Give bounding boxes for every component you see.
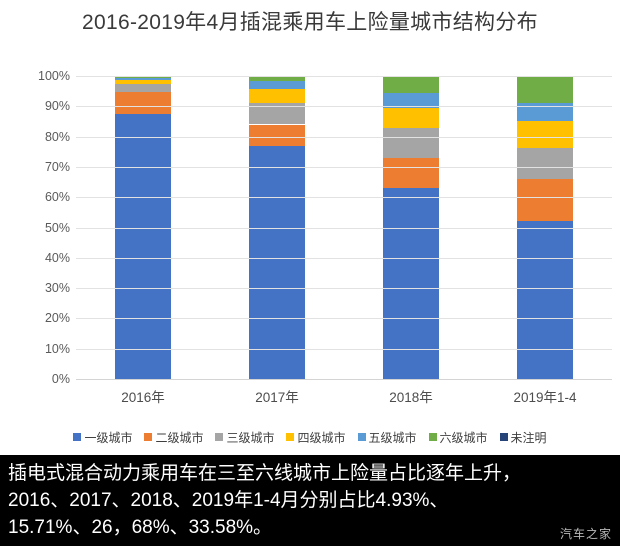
- gridline: [76, 166, 612, 168]
- y-axis-tick-label: 90%: [44, 99, 70, 114]
- axis-baseline: [76, 379, 612, 380]
- legend-swatch-icon: [144, 433, 153, 441]
- legend-label: 一级城市: [84, 430, 133, 445]
- y-axis-tick-label: 80%: [44, 129, 70, 144]
- legend-label: 四级城市: [297, 430, 346, 445]
- bar-segment[interactable]: [383, 128, 439, 158]
- gridline: [76, 136, 612, 138]
- y-axis-tick-label: 0%: [51, 372, 70, 386]
- caption-line: 2016、2017、2018、2019年1-4月分别占比4.93%、: [8, 490, 449, 511]
- bar-segment[interactable]: [517, 77, 573, 104]
- y-axis-tick-label: 60%: [44, 190, 70, 205]
- legend-label: 三级城市: [226, 430, 275, 445]
- bar-group[interactable]: [249, 76, 305, 379]
- bar-group[interactable]: [517, 76, 573, 379]
- y-axis-tick-label: 20%: [44, 311, 70, 326]
- bar-segment[interactable]: [115, 91, 171, 114]
- bar-segment[interactable]: [383, 188, 439, 379]
- bar-segment[interactable]: [249, 81, 305, 90]
- bar-segment[interactable]: [249, 124, 305, 146]
- x-axis-tick-label: 2016年: [121, 390, 165, 405]
- legend-item[interactable]: 三级城市: [215, 429, 274, 446]
- bar-segment[interactable]: [249, 102, 305, 125]
- gridline: [76, 76, 612, 77]
- caption-line: 15.71%、26，68%、33.58%。: [8, 517, 273, 538]
- bar-segment[interactable]: [383, 93, 439, 109]
- caption-line: 插电式混合动力乘用车在三至六线城市上险量占比逐年上升，: [8, 463, 522, 484]
- y-axis-tick-label: 70%: [44, 159, 70, 174]
- plot-area: [76, 76, 612, 380]
- y-axis-tick-label: 30%: [44, 281, 70, 296]
- bar-segment[interactable]: [249, 89, 305, 103]
- bar-segment[interactable]: [249, 145, 305, 379]
- legend-swatch-icon: [286, 433, 295, 441]
- chart-card: 2016-2019年4月插混乘用车上险量城市结构分布 100% 90% 80% 70%…: [0, 11, 620, 446]
- bar-segment[interactable]: [517, 221, 573, 379]
- gridline: [76, 197, 612, 199]
- bar-segment[interactable]: [383, 76, 439, 94]
- x-axis-tick-label: 2018年: [389, 390, 433, 405]
- bar-segment[interactable]: [517, 179, 573, 222]
- y-axis-tick-label: 10%: [44, 341, 70, 356]
- legend-item[interactable]: 二级城市: [144, 429, 203, 446]
- chart-title: 2016-2019年4月插混乘用车上险量城市结构分布: [82, 11, 538, 34]
- caption-banner: 插电式混合动力乘用车在三至六线城市上险量占比逐年上升， 2016、2017、20…: [0, 455, 620, 546]
- y-axis-tick-label: 100%: [38, 69, 70, 83]
- legend-item[interactable]: 四级城市: [286, 429, 346, 446]
- gridline: [76, 288, 612, 290]
- legend-item[interactable]: 六级城市: [428, 429, 488, 446]
- gridline: [76, 106, 612, 108]
- bar-group[interactable]: [383, 76, 439, 379]
- legend-swatch-icon: [499, 433, 508, 441]
- legend-swatch-icon: [215, 433, 224, 441]
- y-axis-tick-label: 40%: [44, 250, 70, 265]
- gridline: [76, 318, 612, 320]
- bar-segment[interactable]: [115, 77, 171, 80]
- bar-segment[interactable]: [383, 157, 439, 189]
- legend-item[interactable]: 一级城市: [73, 429, 132, 446]
- legend-swatch-icon: [428, 433, 437, 441]
- legend-item[interactable]: 五级城市: [357, 429, 417, 446]
- bar-series-container: [76, 76, 612, 379]
- bar-segment[interactable]: [115, 76, 171, 78]
- bar-segment[interactable]: [517, 103, 573, 122]
- y-axis-labels: 100% 90% 80% 70% 60% 50% 40% 30% 20% 10% 0%: [0, 69, 70, 386]
- legend-label: 六级城市: [439, 430, 488, 445]
- legend-label: 五级城市: [368, 430, 417, 445]
- legend-label: 未注明: [510, 430, 547, 445]
- bar-segment[interactable]: [517, 148, 573, 180]
- x-axis-labels: 2016年 2017年 2018年 2019年1-4: [76, 386, 612, 408]
- legend-label: 二级城市: [155, 430, 204, 445]
- bar-segment[interactable]: [115, 79, 171, 84]
- legend-item[interactable]: 未注明: [499, 429, 547, 446]
- chart-legend: 一级城市 二级城市 三级城市 四级城市 五级城市 六级城市 未注明: [0, 428, 620, 446]
- x-axis-tick-label: 2017年: [255, 390, 299, 405]
- gridline: [76, 348, 612, 350]
- bar-group[interactable]: [115, 76, 171, 379]
- bar-segment[interactable]: [115, 83, 171, 92]
- y-axis-tick-label: 50%: [44, 220, 70, 235]
- bar-segment[interactable]: [115, 113, 171, 379]
- bar-segment[interactable]: [517, 121, 573, 149]
- legend-swatch-icon: [357, 433, 366, 441]
- gridline: [76, 257, 612, 259]
- bar-segment[interactable]: [249, 76, 305, 82]
- watermark: 汽车之家: [559, 527, 612, 541]
- gridline: [76, 227, 612, 229]
- x-axis-tick-label: 2019年1-4: [513, 390, 577, 405]
- bar-segment[interactable]: [383, 108, 439, 129]
- legend-swatch-icon: [73, 433, 82, 441]
